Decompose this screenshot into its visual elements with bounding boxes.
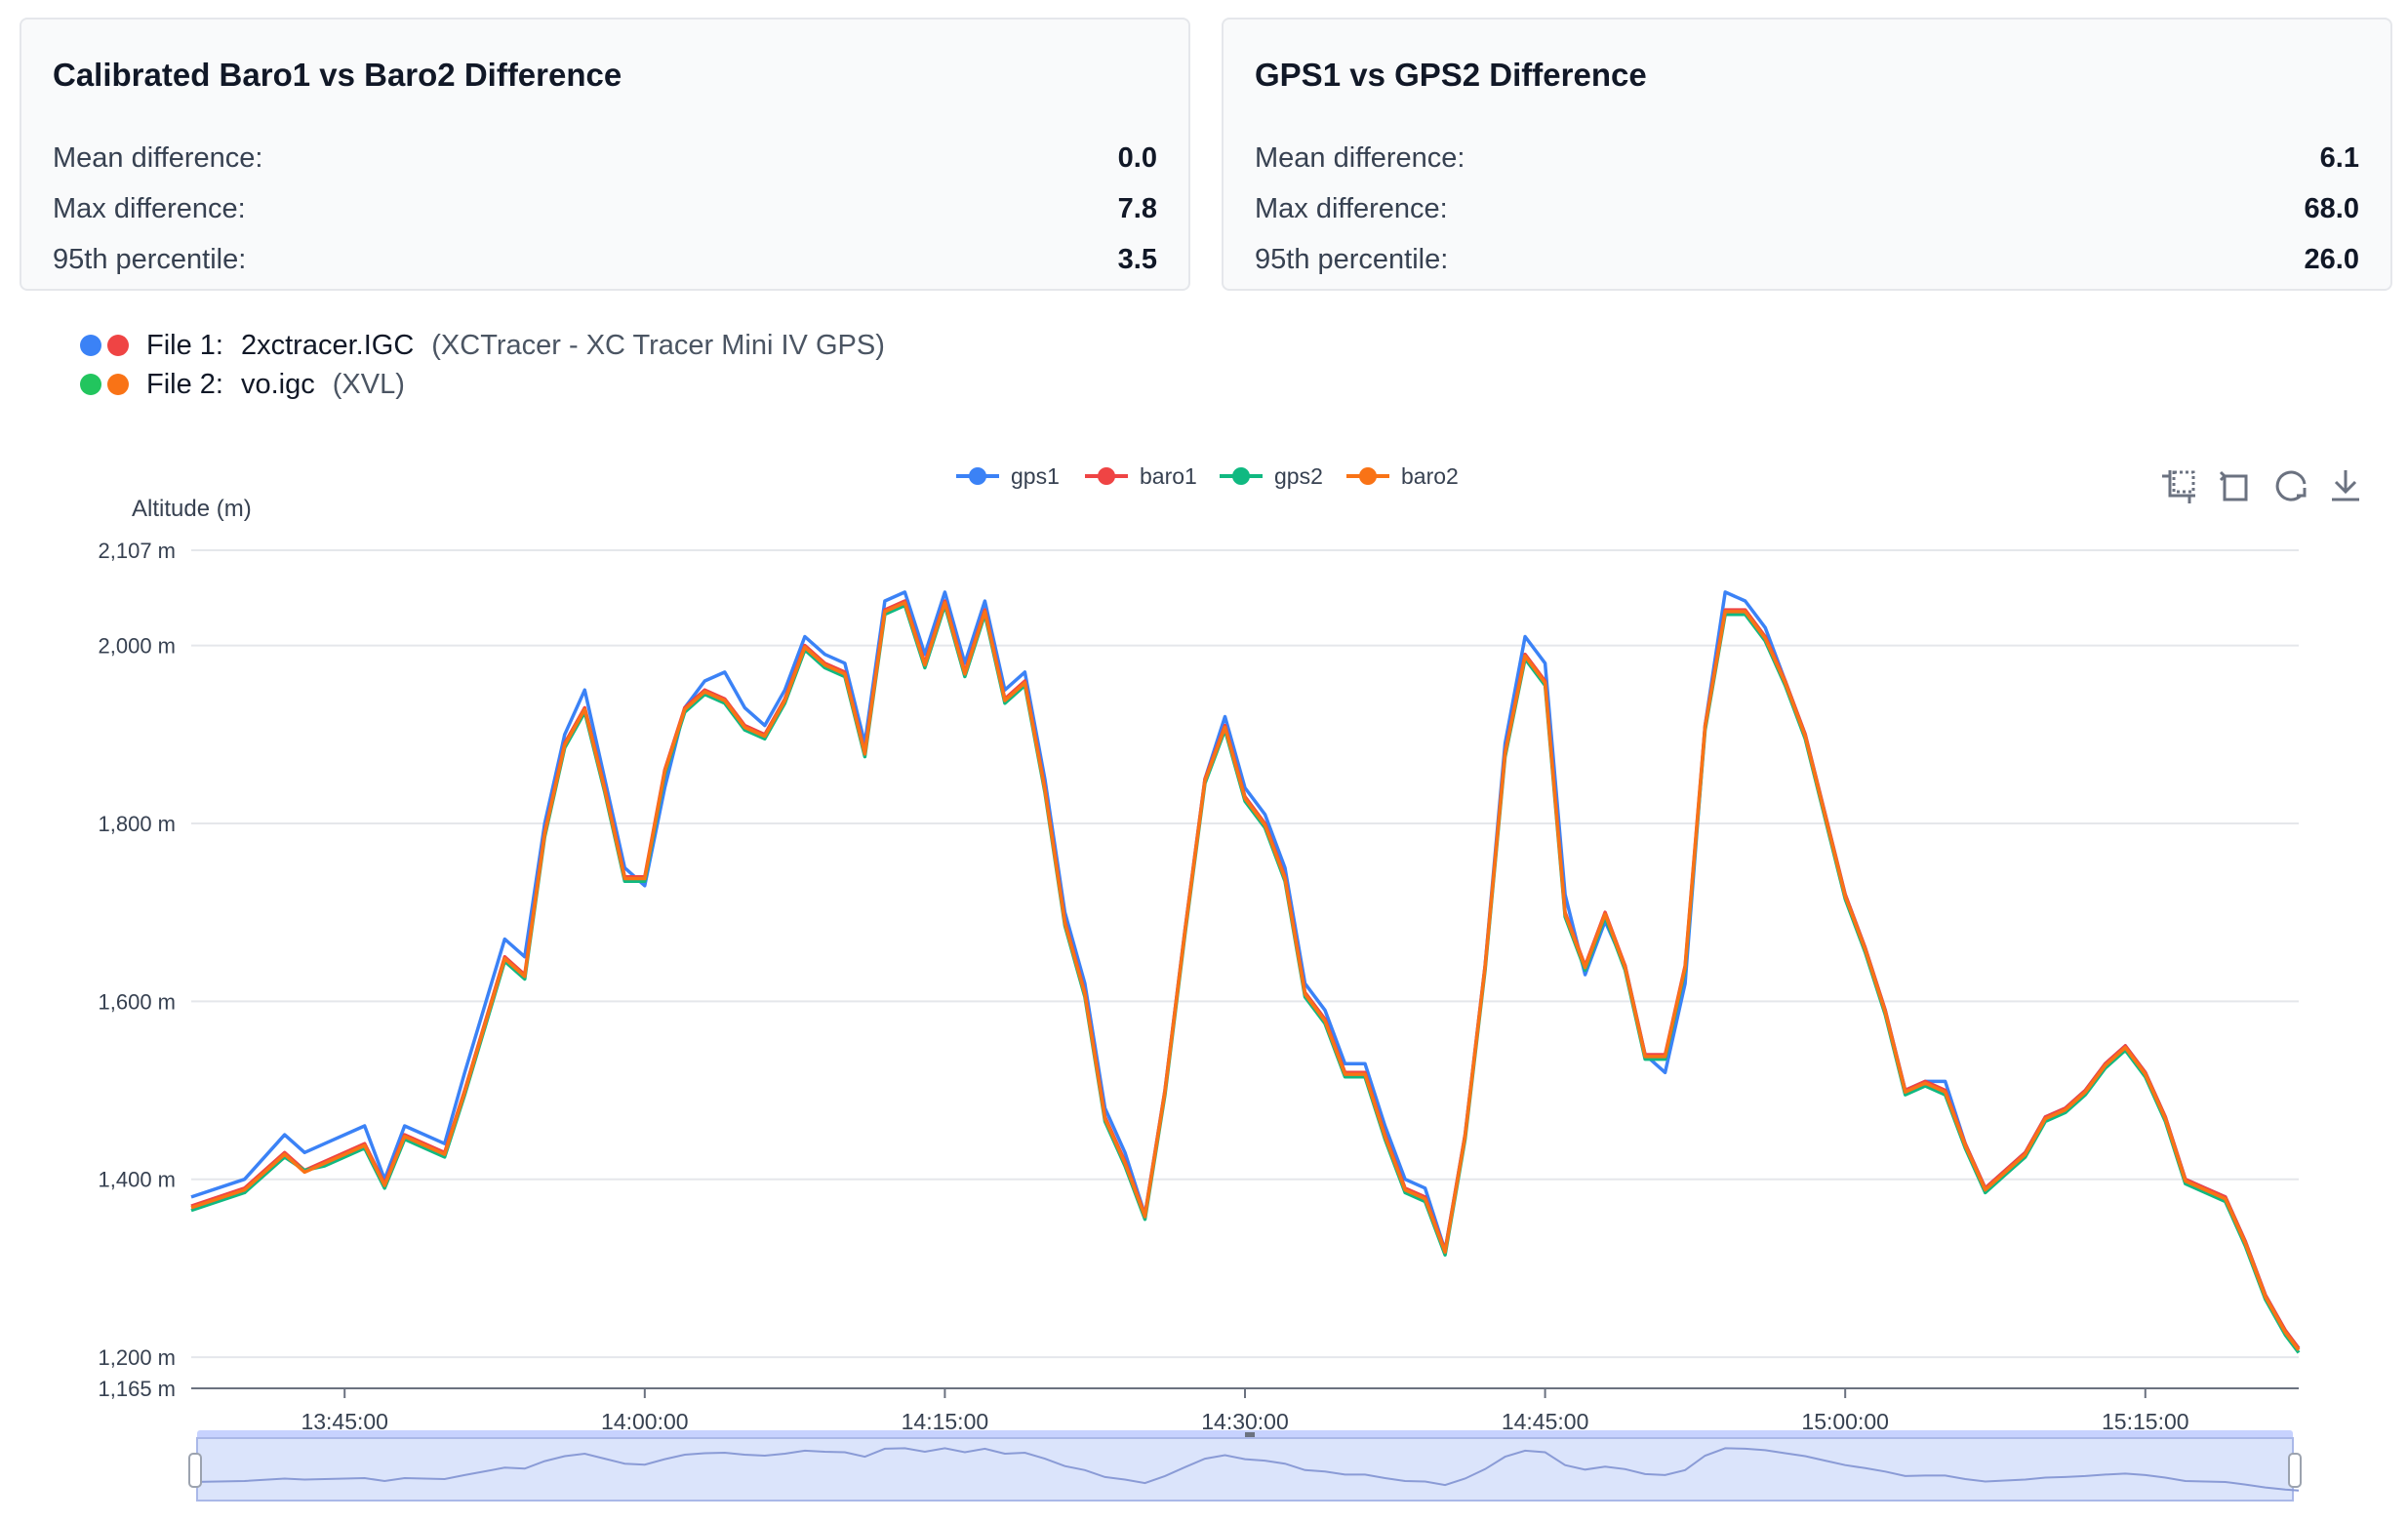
baro-mean-value: 0.0 [1117,141,1157,174]
y-tick-label: 1,800 m [99,812,177,836]
series-line-baro2 [190,601,2301,1351]
file-1-gps-dot [80,335,101,356]
baro-p95-value: 3.5 [1117,243,1157,275]
x-tick-label: 14:30:00 [1201,1409,1289,1434]
x-tick-label: 15:15:00 [2102,1409,2189,1434]
altitude-chart: gps1 baro1 gps2 baro2 Altitude (m) 2,107 m2… [99,463,2359,1502]
baro-p95-row: 95th percentile: 3.5 [53,238,1157,281]
x-tick-label: 14:00:00 [601,1409,689,1434]
baro-difference-card: Calibrated Baro1 vs Baro2 Difference Mea… [20,18,1190,291]
gps-card-title: GPS1 vs GPS2 Difference [1255,57,1647,93]
legend-item-baro2[interactable]: baro2 [1346,463,1459,489]
legend-item-baro1[interactable]: baro1 [1085,463,1197,489]
legend-label: gps1 [1011,463,1060,489]
plot-area [190,590,2301,1354]
baro-max-value: 7.8 [1117,192,1157,224]
series-line-gps1 [190,590,2301,1350]
y-tick-label: 1,600 m [99,989,177,1014]
x-axis: 13:45:00 14:00:00 14:15:00 14:30:00 14:45:00… [301,1388,2189,1434]
y-tick-label: 1,165 m [99,1377,177,1401]
file-1-meta: (XCTracer - XC Tracer Mini IV GPS) [431,329,885,361]
file-2-name: vo.igc [240,368,315,400]
file-2-baro-dot [107,374,129,395]
file-1-info: File 1: 2xctracer.IGC (XCTracer - XC Tra… [80,326,885,365]
grid-lines [191,549,2299,1389]
gps-max-row: Max difference: 68.0 [1255,187,2359,230]
y-axis: 2,107 m 2,000 m 1,800 m 1,600 m 1,400 m 1,200… [99,539,177,1401]
legend-item-gps2[interactable]: gps2 [1220,463,1323,489]
x-tick-label: 13:45:00 [301,1409,388,1434]
gps-p95-label: 95th percentile: [1255,243,1449,275]
zoom-select-icon[interactable] [2162,470,2195,503]
restore-icon[interactable] [2275,470,2307,501]
baro-card-title: Calibrated Baro1 vs Baro2 Difference [53,57,622,93]
gps-difference-card: GPS1 vs GPS2 Difference Mean difference:… [1222,18,2392,291]
file-1-baro-dot [107,335,129,356]
gps-p95-value: 26.0 [2304,243,2359,275]
y-axis-title: Altitude (m) [132,496,252,522]
file-1-name: 2xctracer.IGC [240,329,415,361]
x-tick-label: 15:00:00 [1801,1409,1889,1434]
legend-item-gps1[interactable]: gps1 [956,463,1060,489]
file-2-info: File 2: vo.igc (XVL) [80,365,405,404]
y-tick-label: 2,107 m [99,539,177,563]
gps-p95-row: 95th percentile: 26.0 [1255,238,2359,281]
zoom-slider-window [196,1437,2294,1502]
legend-marker [1359,467,1377,485]
data-zoom-slider[interactable] [188,1430,2302,1502]
gps-max-value: 68.0 [2304,192,2359,224]
legend-marker [1098,467,1115,485]
zoom-slider-grip [1245,1432,1255,1437]
gps-max-label: Max difference: [1255,192,1448,224]
y-tick-label: 1,200 m [99,1345,177,1370]
series-line-baro1 [190,599,2301,1350]
chart-legend: gps1 baro1 gps2 baro2 [956,463,1459,489]
y-tick-label: 1,400 m [99,1168,177,1192]
zoom-reset-icon[interactable] [2219,470,2248,501]
x-tick-label: 14:45:00 [1502,1409,1589,1434]
gps-mean-row: Mean difference: 6.1 [1255,137,2359,180]
file-2-label: File 2: [146,368,223,400]
legend-label: baro2 [1401,463,1459,489]
baro-mean-row: Mean difference: 0.0 [53,137,1157,180]
baro-p95-label: 95th percentile: [53,243,247,275]
file-1-label: File 1: [146,329,223,361]
gps-mean-label: Mean difference: [1255,141,1465,174]
file-2-meta: (XVL) [332,368,405,400]
series-line-gps2 [190,603,2301,1354]
legend-label: gps2 [1274,463,1323,489]
legend-marker [1232,467,1250,485]
baro-max-label: Max difference: [53,192,246,224]
zoom-slider-right-handle [2288,1453,2302,1488]
baro-mean-label: Mean difference: [53,141,263,174]
download-icon[interactable] [2332,470,2359,501]
zoom-slider-overview-line [190,1447,2300,1492]
chart-toolbox [2162,470,2359,503]
zoom-slider-left-handle [188,1453,202,1488]
legend-label: baro1 [1140,463,1197,489]
file-2-gps-dot [80,374,101,395]
x-tick-label: 14:15:00 [902,1409,989,1434]
y-tick-label: 2,000 m [99,634,177,659]
gps-mean-value: 6.1 [2319,141,2359,174]
baro-max-row: Max difference: 7.8 [53,187,1157,230]
legend-marker [969,467,986,485]
